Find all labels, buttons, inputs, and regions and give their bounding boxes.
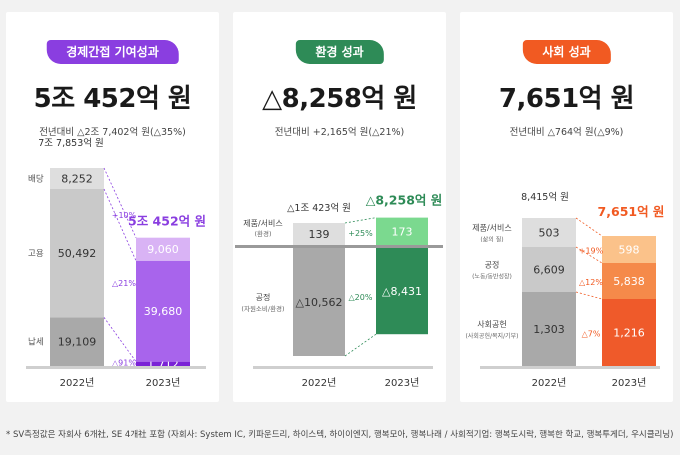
total-2022-label: △1조 423억 원 (287, 202, 351, 214)
category-label: 2023년 (612, 377, 647, 389)
bar-seg (522, 292, 576, 366)
baseline (253, 366, 433, 369)
bar-value-label: 1,216 (613, 327, 645, 340)
series-label: 납세 (28, 337, 44, 348)
change-label: +19% (579, 247, 604, 256)
baseline (26, 366, 206, 369)
total-2023-label: 5조 452억 원 (128, 214, 206, 229)
bar-value-label: 19,109 (58, 336, 97, 349)
bar-seg (522, 218, 576, 247)
category-label: 2023년 (146, 377, 181, 389)
baseline (480, 366, 660, 369)
series-label: 공정 (485, 260, 500, 270)
bar-value-label: 50,492 (58, 247, 97, 260)
change-label: △20% (349, 293, 373, 302)
category-label: 2023년 (385, 377, 420, 389)
connector-line (103, 188, 137, 261)
social-panel: 사회 성과 7,651억 원 전년대비 △764억 원(△9%) 1,303 6,… (460, 12, 673, 402)
connector-line (575, 291, 603, 300)
series-sublabel: (자원소비/환경) (241, 304, 284, 313)
total-2023-label: △8,258억 원 (366, 193, 443, 208)
bar-2022-seg (50, 317, 104, 366)
series-sublabel: (사회공헌/복지/기부) (466, 332, 519, 340)
bar-2023-seg (136, 237, 190, 261)
category-label: 2022년 (532, 377, 567, 389)
bar-value-label: 1,303 (533, 323, 565, 336)
series-label: 배당 (28, 173, 44, 184)
environment-chart: 139 △10,562 173 △8,431 제품/서비스(환경) 공정 (자원소비/환경)… (235, 193, 443, 389)
connector-line (344, 217, 377, 224)
economic-chart: 19,10950,4928,2521,71239,6809,060배당고용납세+… (26, 137, 206, 389)
economic-title-pill: 경제간접 기여성과 (46, 40, 179, 64)
series-label: 제품/서비스 (243, 219, 283, 228)
economic-change: 전년대비 △2조 7,402억 원(△35%) (39, 127, 186, 138)
environment-total: △8,258억 원 (262, 84, 417, 114)
bar-value-label: 598 (619, 244, 640, 257)
total-2022-label: 8,415억 원 (521, 191, 569, 203)
bar-positive-seg (376, 217, 428, 245)
connector-line (103, 167, 137, 238)
economic-total: 5조 452억 원 (33, 84, 192, 114)
bar-value-label: 6,609 (533, 264, 565, 277)
social-change: 전년대비 △764억 원(△9%) (509, 127, 624, 138)
bar-seg (602, 236, 656, 263)
series-label: 고용 (28, 249, 44, 259)
connector-line (575, 246, 603, 264)
bar-value-label: △10,562 (296, 296, 343, 309)
series-sublabel: (삶의 질) (480, 236, 503, 244)
total-2022-label: 7조 7,853억 원 (38, 137, 104, 149)
footnote: * SV측정값은 자회사 6개社, SE 4개社 포함 (자회사: System… (6, 430, 674, 440)
bar-value-label: 173 (392, 225, 413, 238)
series-sublabel: (노동/동반성장) (472, 273, 512, 281)
bar-seg (602, 299, 656, 366)
change-label: △21% (112, 279, 136, 288)
connector-line (575, 217, 603, 237)
change-label: +25% (348, 229, 373, 238)
series-sublabel: (환경) (254, 229, 271, 238)
environment-panel: 환경 성과 △8,258억 원 전년대비 +2,165억 원(△21%) 139… (233, 12, 446, 402)
bar-value-label: 9,060 (147, 243, 179, 256)
bar-value-label: 39,680 (144, 305, 183, 318)
change-label: △12% (579, 278, 603, 287)
category-label: 2022년 (60, 377, 95, 389)
series-label: 제품/서비스 (472, 224, 512, 233)
bar-value-label: 139 (309, 228, 330, 241)
bar-seg (602, 263, 656, 299)
bar-2022-seg (50, 188, 104, 318)
bar-seg (522, 247, 576, 292)
bar-value-label: 5,838 (613, 275, 645, 288)
change-label: +10% (112, 211, 137, 220)
bar-negative-seg (293, 248, 345, 356)
bar-2023-seg (136, 260, 190, 362)
environment-change: 전년대비 +2,165억 원(△21%) (274, 127, 405, 138)
bar-negative-seg (376, 248, 428, 335)
change-label: △7% (582, 330, 601, 339)
change-label: △91% (112, 359, 136, 368)
bar-value-label: 503 (539, 227, 560, 240)
bar-value-label: △8,431 (382, 285, 422, 298)
total-2023-label: 7,651억 원 (598, 204, 665, 219)
bar-value-label: 8,252 (61, 172, 93, 185)
category-label: 2022년 (302, 377, 337, 389)
connector-line (344, 333, 377, 357)
series-label: 사회공헌 (477, 320, 506, 329)
economic-panel: 경제간접 기여성과 5조 452억 원 전년대비 △2조 7,402억 원(△3… (6, 12, 219, 402)
zero-axis (235, 245, 443, 248)
bar-positive-seg (293, 223, 345, 245)
bar-2022-seg (50, 168, 104, 189)
series-label: 공정 (256, 292, 271, 302)
social-chart: 1,303 6,609 503 1,216 5,838 598 제품/서비스 (삶의 질) 공정… (466, 191, 665, 389)
bar-2023-seg (136, 361, 190, 366)
social-total: 7,651억 원 (498, 84, 635, 114)
connector-line (103, 317, 137, 362)
environment-title-pill: 환경 성과 (295, 40, 384, 64)
social-title-pill: 사회 성과 (522, 40, 611, 64)
